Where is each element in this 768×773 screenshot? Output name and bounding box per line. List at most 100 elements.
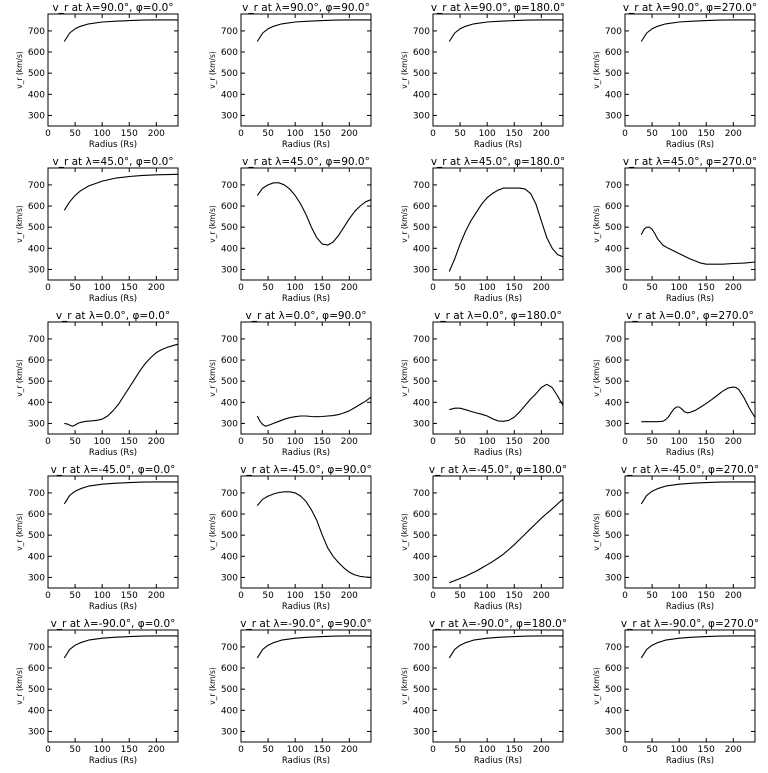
plot-frame — [240, 13, 372, 127]
panel-title: v_r at λ=90.0°, φ=180.0° — [431, 2, 565, 14]
x-axis-label: Radius (Rs) — [89, 140, 137, 150]
chart-panel: v_r at λ=0.0°, φ=270.0° 0 50 100 150 200 300 40… — [592, 310, 756, 458]
x-axis-label: Radius (Rs) — [474, 756, 522, 766]
y-tick-label: 300 — [413, 727, 430, 737]
y-tick-label: 300 — [221, 111, 238, 121]
x-tick-label: 100 — [287, 745, 304, 755]
x-tick-label: 50 — [262, 591, 274, 601]
y-tick-label: 600 — [605, 664, 622, 674]
x-tick-label: 200 — [533, 591, 550, 601]
y-axis-label: v_r (km/s) — [208, 359, 217, 397]
data-line — [641, 386, 756, 423]
plot-frame — [432, 167, 564, 281]
y-tick-label: 400 — [413, 398, 430, 408]
data-line — [640, 481, 755, 505]
x-tick-label: 150 — [121, 437, 138, 447]
x-tick-label: 200 — [148, 283, 165, 293]
y-axis-label: v_r (km/s) — [592, 205, 601, 243]
y-tick-label: 700 — [28, 27, 45, 37]
x-tick-label: 50 — [454, 283, 466, 293]
y-tick-label: 400 — [28, 706, 45, 716]
data-line — [64, 343, 179, 427]
y-axis-label: v_r (km/s) — [400, 51, 409, 89]
y-tick-label: 300 — [413, 111, 430, 121]
y-tick-label: 400 — [221, 398, 238, 408]
panel-title: v_r at λ=90.0°, φ=270.0° — [623, 2, 757, 14]
x-tick-label: 0 — [430, 591, 436, 601]
x-tick-label: 0 — [622, 283, 628, 293]
y-tick-label: 700 — [605, 27, 622, 37]
x-tick-label: 150 — [698, 745, 715, 755]
y-tick-label: 400 — [605, 244, 622, 254]
y-tick-label: 600 — [221, 356, 238, 366]
x-tick-label: 100 — [671, 591, 688, 601]
y-axis-label: v_r (km/s) — [400, 205, 409, 243]
data-line — [449, 498, 564, 584]
y-tick-label: 700 — [221, 181, 238, 191]
plot-frame — [624, 13, 756, 127]
y-tick-label: 700 — [413, 489, 430, 499]
x-tick-label: 200 — [725, 745, 742, 755]
panel-title: v_r at λ=-90.0°, φ=270.0° — [621, 618, 759, 630]
x-tick-label: 100 — [94, 283, 111, 293]
y-tick-label: 500 — [28, 531, 45, 541]
data-line — [256, 396, 372, 427]
x-axis-label: Radius (Rs) — [474, 294, 522, 304]
y-tick-label: 400 — [28, 90, 45, 100]
chart-panel: v_r at λ=-90.0°, φ=90.0° 0 50 100 150 200 300 4… — [208, 618, 372, 766]
x-tick-label: 0 — [238, 129, 244, 139]
x-axis-label: Radius (Rs) — [666, 294, 714, 304]
plot-frame — [47, 167, 179, 281]
x-tick-label: 150 — [506, 745, 523, 755]
y-tick-label: 700 — [28, 643, 45, 653]
y-tick-label: 400 — [221, 244, 238, 254]
x-tick-label: 50 — [646, 591, 658, 601]
data-line — [256, 19, 371, 42]
panel-title: v_r at λ=-45.0°, φ=90.0° — [240, 464, 371, 476]
y-tick-label: 300 — [221, 265, 238, 275]
y-tick-label: 600 — [221, 664, 238, 674]
chart-panel: v_r at λ=0.0°, φ=0.0° 0 50 100 150 200 300 400 5… — [15, 310, 179, 458]
chart-panel: v_r at λ=45.0°, φ=270.0° 0 50 100 150 200 300 4… — [592, 156, 757, 304]
y-tick-label: 700 — [413, 27, 430, 37]
x-tick-label: 200 — [148, 437, 165, 447]
y-tick-label: 600 — [28, 510, 45, 520]
x-tick-label: 150 — [698, 591, 715, 601]
x-tick-label: 50 — [262, 283, 274, 293]
plot-frame — [624, 629, 756, 743]
x-axis-label: Radius (Rs) — [282, 602, 330, 612]
y-tick-label: 600 — [221, 202, 238, 212]
x-tick-label: 100 — [287, 283, 304, 293]
chart-panel: v_r at λ=90.0°, φ=270.0° 0 50 100 150 200 300 4… — [592, 2, 757, 150]
y-tick-label: 500 — [605, 377, 622, 387]
data-line — [63, 481, 178, 505]
x-tick-label: 200 — [341, 745, 358, 755]
x-tick-label: 0 — [238, 283, 244, 293]
x-tick-label: 50 — [69, 283, 81, 293]
x-tick-label: 100 — [287, 591, 304, 601]
x-axis-label: Radius (Rs) — [282, 756, 330, 766]
chart-panel: v_r at λ=-45.0°, φ=90.0° 0 50 100 150 200 300 4… — [208, 464, 372, 612]
plot-frame — [432, 13, 564, 127]
panel-title: v_r at λ=-90.0°, φ=90.0° — [240, 618, 371, 630]
x-tick-label: 100 — [671, 745, 688, 755]
x-axis-label: Radius (Rs) — [666, 756, 714, 766]
x-tick-label: 200 — [148, 745, 165, 755]
panel-title: v_r at λ=-45.0°, φ=270.0° — [621, 464, 759, 476]
x-tick-label: 150 — [506, 437, 523, 447]
y-tick-label: 300 — [28, 573, 45, 583]
chart-panel: v_r at λ=-45.0°, φ=270.0° 0 50 100 150 200 300… — [592, 464, 759, 612]
chart-panel: v_r at λ=45.0°, φ=0.0° 0 50 100 150 200 300 400… — [15, 156, 179, 304]
y-tick-label: 700 — [221, 27, 238, 37]
x-tick-label: 150 — [121, 591, 138, 601]
panel-title: v_r at λ=90.0°, φ=0.0° — [53, 2, 174, 14]
x-tick-label: 150 — [314, 129, 331, 139]
y-tick-label: 500 — [605, 685, 622, 695]
x-axis-label: Radius (Rs) — [89, 294, 137, 304]
x-tick-label: 0 — [238, 591, 244, 601]
y-tick-label: 700 — [605, 335, 622, 345]
y-tick-label: 400 — [605, 398, 622, 408]
x-tick-label: 150 — [314, 591, 331, 601]
x-tick-label: 0 — [45, 283, 51, 293]
